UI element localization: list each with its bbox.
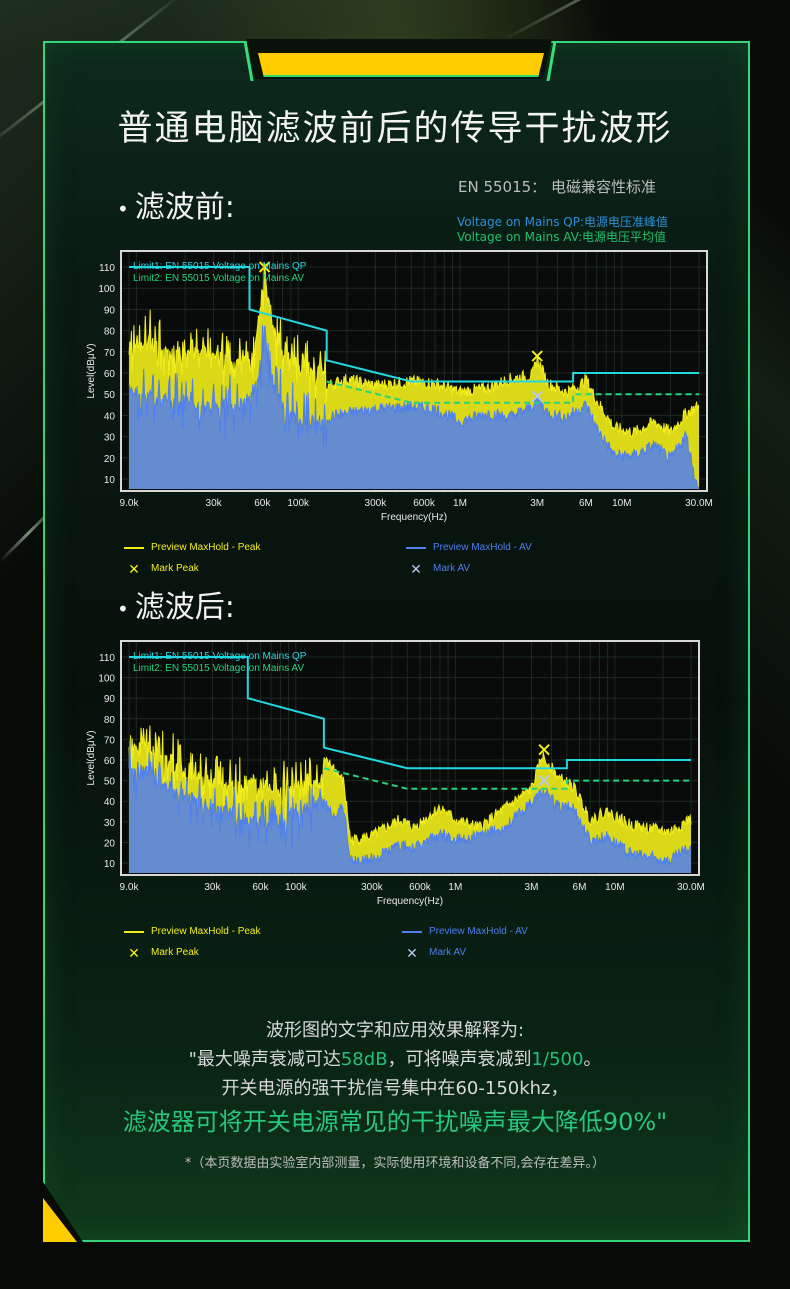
cross-marker-icon: ✕ [128, 944, 140, 961]
svg-text:10M: 10M [612, 498, 631, 509]
explanation-line-1: 波形图的文字和应用效果解释为: [265, 1020, 525, 1041]
svg-text:90: 90 [104, 305, 116, 316]
svg-text:60k: 60k [252, 882, 269, 893]
svg-text:30.0M: 30.0M [677, 882, 705, 893]
svg-text:20: 20 [104, 838, 116, 849]
cross-marker-icon: ✕ [410, 560, 422, 577]
legend-av: Preview MaxHold - AV [406, 542, 532, 553]
svg-text:40: 40 [104, 797, 116, 808]
av-line-icon [402, 930, 422, 933]
svg-text:30k: 30k [204, 882, 221, 893]
attenuation-ratio: 1/500 [531, 1049, 584, 1070]
svg-text:1M: 1M [453, 498, 467, 509]
svg-text:90: 90 [104, 694, 116, 705]
disclaimer-note: *（本页数据由实验室内部测量，实际使用环境和设备不同,会存在差异。） [184, 1156, 606, 1171]
legend-av: Preview MaxHold - AV [402, 926, 528, 937]
svg-text:10M: 10M [605, 882, 624, 893]
svg-text:20: 20 [104, 454, 116, 465]
after-heading: • 滤波后: [117, 582, 235, 626]
svg-text:Limit1: EN 55015 Voltage on Ma: Limit1: EN 55015 Voltage on Mains QP [133, 651, 307, 662]
svg-text:10: 10 [104, 475, 116, 486]
cross-marker-icon: ✕ [406, 944, 418, 961]
svg-text:60: 60 [104, 369, 116, 380]
svg-text:110: 110 [99, 653, 115, 664]
svg-text:600k: 600k [409, 882, 432, 893]
legend-mark-peak: ✕ Mark Peak [124, 560, 199, 577]
svg-text:9.0k: 9.0k [120, 882, 140, 893]
svg-text:Limit2: EN 55015 Voltage on Ma: Limit2: EN 55015 Voltage on Mains AV [133, 663, 304, 674]
bullet-icon: • [117, 196, 129, 221]
explanation: 波形图的文字和应用效果解释为: "最大噪声衰减可达58dB，可将噪声衰减到1/5… [0, 1016, 790, 1139]
svg-text:1M: 1M [448, 882, 462, 893]
legend-after: Preview MaxHold - Peak Preview MaxHold -… [124, 926, 624, 966]
svg-text:600k: 600k [413, 498, 436, 509]
svg-text:100: 100 [98, 674, 115, 685]
svg-text:9.0k: 9.0k [120, 498, 140, 509]
svg-text:300k: 300k [361, 882, 384, 893]
svg-text:300k: 300k [365, 498, 388, 509]
svg-text:Frequency(Hz): Frequency(Hz) [377, 896, 443, 907]
svg-text:30: 30 [104, 818, 116, 829]
svg-text:50: 50 [104, 390, 116, 401]
svg-text:60k: 60k [254, 498, 271, 509]
svg-text:110: 110 [99, 263, 115, 274]
svg-text:50: 50 [104, 777, 116, 788]
accent-bar [258, 53, 544, 77]
svg-text:Level(dBμV): Level(dBμV) [86, 730, 97, 785]
svg-text:6M: 6M [573, 882, 587, 893]
av-description: Voltage on Mains AV:电源电压平均值 [457, 230, 667, 244]
svg-text:100k: 100k [285, 882, 308, 893]
bullet-icon: • [117, 596, 129, 621]
explanation-line-2: "最大噪声衰减可达58dB，可将噪声衰减到1/500。 [188, 1049, 602, 1070]
svg-text:3M: 3M [530, 498, 544, 509]
svg-text:100: 100 [98, 284, 115, 295]
svg-text:100k: 100k [287, 498, 310, 509]
decorative-streak [499, 0, 766, 43]
svg-text:3M: 3M [525, 882, 539, 893]
page-title: 普通电脑滤波前后的传导干扰波形 [117, 109, 673, 149]
svg-text:10: 10 [104, 859, 116, 870]
svg-text:40: 40 [104, 411, 116, 422]
before-heading: • 滤波前: [117, 182, 235, 226]
legend-mark-peak: ✕ Mark Peak [124, 944, 199, 961]
svg-text:80: 80 [104, 715, 116, 726]
svg-text:Limit2: EN 55015 Voltage on Ma: Limit2: EN 55015 Voltage on Mains AV [133, 273, 304, 284]
chart-before: 10 20 30 40 50 60 70 80 90 100 110 9.0k 30k 60k 100k 30… [80, 246, 730, 526]
legend-mark-av: ✕ Mark AV [402, 944, 466, 961]
after-heading-text: 滤波后: [134, 590, 235, 625]
legend-before: Preview MaxHold - Peak Preview MaxHold -… [124, 542, 624, 582]
peak-line-icon [124, 930, 144, 933]
svg-text:30k: 30k [206, 498, 223, 509]
svg-text:6M: 6M [579, 498, 593, 509]
svg-text:70: 70 [104, 735, 116, 746]
peak-line-icon [124, 546, 144, 549]
attenuation-db: 58dB [340, 1049, 388, 1070]
legend-peak: Preview MaxHold - Peak [124, 926, 260, 937]
explanation-line-3: 开关电源的强干扰信号集中在60-150khz， [221, 1078, 569, 1099]
chart-after-svg: 10 20 30 40 50 60 70 80 90 100 110 9.0k 30k 60k 100k 30… [86, 640, 705, 907]
legend-mark-av: ✕ Mark AV [406, 560, 470, 577]
chart-after: 10 20 30 40 50 60 70 80 90 100 110 9.0k 30k 60k 100k 30… [80, 636, 730, 911]
before-heading-text: 滤波前: [134, 190, 235, 225]
cross-marker-icon: ✕ [128, 560, 140, 577]
svg-text:30: 30 [104, 433, 116, 444]
standard-label: EN 55015： 电磁兼容性标准 [458, 178, 656, 196]
svg-text:80: 80 [104, 327, 116, 338]
qp-description: Voltage on Mains QP:电源电压准峰值 [457, 215, 669, 229]
svg-text:60: 60 [104, 756, 116, 767]
svg-text:30.0M: 30.0M [685, 498, 713, 509]
svg-text:70: 70 [104, 348, 116, 359]
av-line-icon [406, 546, 426, 549]
svg-text:Level(dBμV): Level(dBμV) [86, 343, 97, 398]
legend-peak: Preview MaxHold - Peak [124, 542, 260, 553]
svg-text:Frequency(Hz): Frequency(Hz) [381, 512, 447, 523]
chart-before-svg: 10 20 30 40 50 60 70 80 90 100 110 9.0k 30k 60k 100k 30… [86, 250, 713, 523]
explanation-highlight: 滤波器可将开关电源常见的干扰噪声最大降低90%" [122, 1108, 668, 1136]
svg-text:Limit1: EN 55015 Voltage on Ma: Limit1: EN 55015 Voltage on Mains QP [133, 261, 307, 272]
